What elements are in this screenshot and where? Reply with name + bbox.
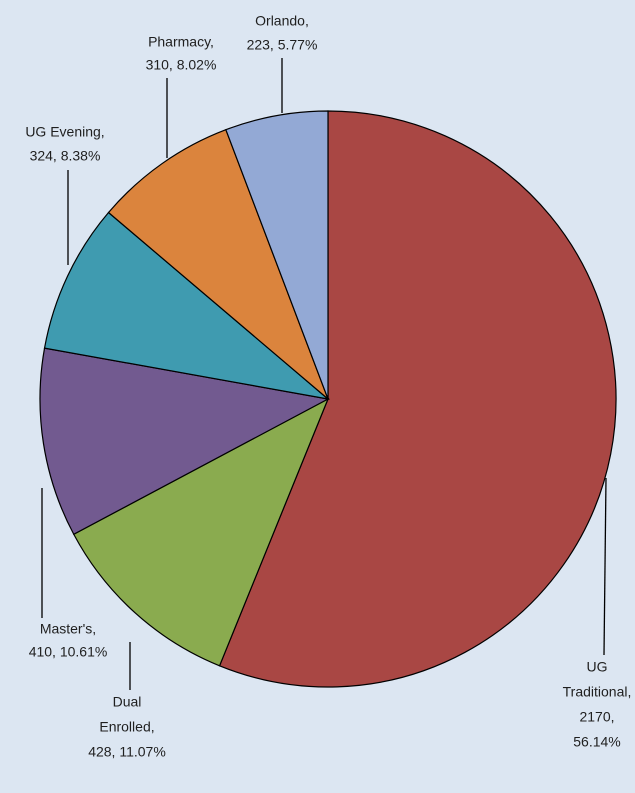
pie-slice [218, 110, 617, 688]
pie-slice [107, 128, 329, 400]
data-label: Traditional, [563, 684, 632, 700]
data-label: 310, 8.02% [146, 57, 217, 73]
data-label: 223, 5.77% [247, 37, 318, 53]
leader-line [603, 477, 607, 656]
data-label: 324, 8.38% [30, 148, 101, 164]
data-label: UG [587, 659, 608, 675]
data-label: 428, 11.07% [88, 744, 166, 760]
data-label: 410, 10.61% [29, 644, 108, 660]
pie-slice [39, 347, 330, 536]
data-label: Enrolled, [99, 719, 154, 735]
data-label: Pharmacy, [148, 34, 214, 50]
data-label: Orlando, [255, 13, 309, 29]
pie-slice [43, 211, 331, 400]
pie-slice [72, 397, 330, 667]
data-label: Dual [113, 694, 142, 710]
pie-slice [225, 110, 329, 400]
data-label: 2170, [579, 709, 614, 725]
data-label: UG Evening, [25, 124, 104, 140]
data-label: 56.14% [573, 734, 620, 750]
data-label: Master's, [40, 621, 96, 637]
